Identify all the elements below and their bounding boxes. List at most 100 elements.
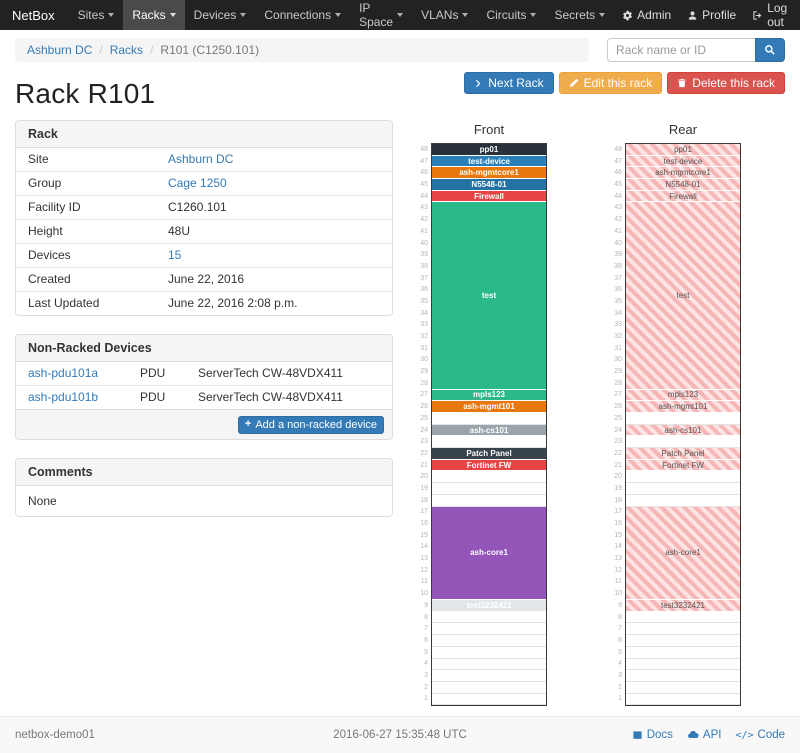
api-link[interactable]: API <box>687 729 721 741</box>
nav-ip-space[interactable]: IP Space <box>350 0 412 30</box>
search-button[interactable] <box>755 38 785 62</box>
unit-number: 22 <box>420 449 428 457</box>
rack-device-ash-core1[interactable]: ash-core1 <box>432 506 546 601</box>
rack-empty-unit <box>626 471 740 484</box>
rack-device-Patch Panel[interactable]: Patch Panel <box>432 448 546 460</box>
unit-number: 16 <box>614 520 622 527</box>
nav-sites[interactable]: Sites <box>69 0 124 30</box>
add-nonracked-device-button[interactable]: + Add a non-racked device <box>237 415 384 434</box>
caret-down-icon <box>462 13 469 17</box>
chevron-right-icon <box>474 79 483 88</box>
rack-device-ash-cs101[interactable]: ash-cs101 <box>626 424 740 437</box>
attr-row-facility-id: Facility ID C1260.101 <box>16 195 392 220</box>
attr-label-height: Height <box>16 219 156 244</box>
rack-device-Fortinet FW[interactable]: Fortinet FW <box>626 459 740 472</box>
rack-device-Firewall[interactable]: Firewall <box>626 190 740 203</box>
unit-number: 46 <box>420 169 428 177</box>
unit-number: 14 <box>614 543 622 551</box>
nav-vlans[interactable]: VLANs <box>412 0 477 30</box>
breadcrumb-site-link[interactable]: Ashburn DC <box>27 43 93 57</box>
nav-circuits-label: Circuits <box>486 8 527 22</box>
rack-device-ash-mgmt101[interactable]: ash-mgmt101 <box>626 401 740 413</box>
elevation-front-title: Front <box>473 122 505 137</box>
footer-hostname: netbox-demo01 <box>15 729 95 741</box>
edit-rack-button[interactable]: Edit this rack <box>558 72 663 94</box>
nav-racks[interactable]: Racks <box>123 0 185 30</box>
rack-device-pp01[interactable]: pp01 <box>626 144 740 156</box>
footer-timestamp: 2016-06-27 15:35:48 UTC <box>333 729 467 741</box>
rack-device-mpls123[interactable]: mpls123 <box>432 389 546 402</box>
nav-circuits[interactable]: Circuits <box>477 0 545 30</box>
unit-number: 39 <box>614 251 622 259</box>
unit-number: 33 <box>614 321 622 329</box>
rack-empty-unit <box>626 483 740 495</box>
rack-device-Patch Panel[interactable]: Patch Panel <box>626 448 740 460</box>
rack-device-test[interactable]: test <box>626 202 740 390</box>
rack-device-N5548-01[interactable]: N5548-01 <box>432 179 546 191</box>
brand-link[interactable]: NetBox <box>12 7 55 23</box>
rack-elevations: Front 48 47 46 45 44 43 42 41 40 39 38 37 36 35 34 33 32… <box>415 120 741 707</box>
rack-device-Fortinet FW[interactable]: Fortinet FW <box>432 459 546 472</box>
rack-empty-unit <box>626 495 740 507</box>
delete-rack-button[interactable]: Delete this rack <box>667 72 785 94</box>
unit-number: 43 <box>614 204 622 212</box>
breadcrumb-racks-link[interactable]: Racks <box>109 43 144 57</box>
nav-devices[interactable]: Devices <box>185 0 256 30</box>
logout-label: Log out <box>767 1 788 29</box>
rack-device-pp01[interactable]: pp01 <box>432 144 546 156</box>
rack-device-N5548-01[interactable]: N5548-01 <box>626 179 740 191</box>
unit-number: 24 <box>420 426 428 434</box>
rack-empty-unit <box>626 413 740 425</box>
rack-device-ash-mgmt101[interactable]: ash-mgmt101 <box>432 401 546 413</box>
rack-empty-unit <box>432 670 546 682</box>
nav-connections[interactable]: Connections <box>255 0 350 30</box>
unit-number: 6 <box>424 636 428 644</box>
site-link[interactable]: Ashburn DC <box>168 152 234 166</box>
unit-number: 9 <box>618 601 622 609</box>
search-input[interactable] <box>607 38 755 62</box>
rack-device-ash-core1[interactable]: ash-core1 <box>626 506 740 601</box>
rack-device-ash-mgmtcore1[interactable]: ash-mgmtcore1 <box>432 167 546 180</box>
unit-number: 45 <box>614 181 622 189</box>
main-nav: Sites Racks Devices Connections IP Space… <box>69 0 615 30</box>
code-link[interactable]: </> Code <box>735 729 785 741</box>
rack-device-Firewall[interactable]: Firewall <box>432 190 546 203</box>
nav-sites-label: Sites <box>77 8 105 22</box>
nonracked-devices-table: ash-pdu101a PDU ServerTech CW-48VDX411 a… <box>16 362 392 409</box>
title-row: Rack R101 Next Rack Edit this rack Delet… <box>0 62 800 114</box>
nav-secrets[interactable]: Secrets <box>545 0 614 30</box>
elevation-front-body: 48 47 46 45 44 43 42 41 40 39 38 37 36 35 34 33 32 31 30 29… <box>415 143 547 707</box>
attr-row-site: Site Ashburn DC <box>16 148 392 172</box>
comments-body: None <box>28 493 57 508</box>
rack-device-test[interactable]: test <box>432 202 546 390</box>
group-link[interactable]: Cage 1250 <box>168 176 227 190</box>
rack-device-ash-mgmtcore1[interactable]: ash-mgmtcore1 <box>626 167 740 180</box>
unit-number: 43 <box>420 204 428 212</box>
device-link[interactable]: ash-pdu101a <box>28 366 99 380</box>
unit-number: 17 <box>420 508 428 516</box>
rack-device-test-device[interactable]: test-device <box>432 155 546 168</box>
rack-device-test3232421[interactable]: test3232421 <box>432 600 546 612</box>
profile-link[interactable]: Profile <box>679 8 744 22</box>
rack-device-mpls123[interactable]: mpls123 <box>626 389 740 402</box>
unit-number: 15 <box>614 531 622 539</box>
rack-empty-unit <box>626 670 740 682</box>
unit-number: 48 <box>614 146 622 153</box>
attr-row-height: Height 48U <box>16 219 392 244</box>
logout-link[interactable]: Log out <box>744 1 795 29</box>
next-rack-button[interactable]: Next Rack <box>464 72 554 94</box>
rack-empty-unit <box>432 495 546 507</box>
unit-number: 26 <box>420 403 428 411</box>
device-link[interactable]: ash-pdu101b <box>28 390 99 404</box>
devices-count-link[interactable]: 15 <box>168 248 182 262</box>
admin-link[interactable]: Admin <box>614 8 679 22</box>
rack-device-test3232421[interactable]: test3232421 <box>626 600 740 612</box>
unit-number: 22 <box>614 449 622 457</box>
rack-device-ash-cs101[interactable]: ash-cs101 <box>432 424 546 437</box>
rack-empty-unit <box>626 694 740 706</box>
docs-link[interactable]: Docs <box>632 729 673 741</box>
user-nav: Admin Profile Log out <box>614 0 800 30</box>
unit-number: 3 <box>424 671 428 679</box>
rack-empty-unit <box>432 694 546 706</box>
rack-device-test-device[interactable]: test-device <box>626 155 740 168</box>
